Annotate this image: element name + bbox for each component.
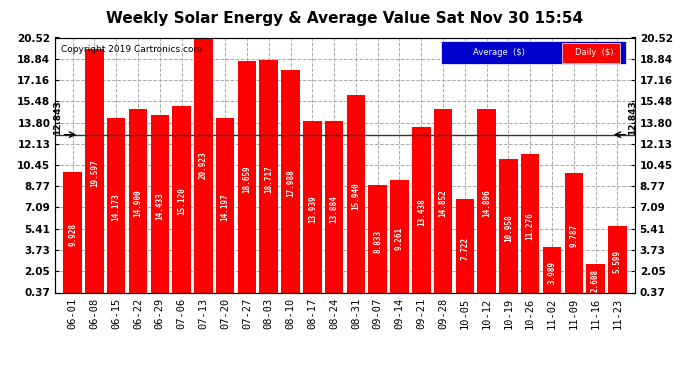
Bar	[499, 159, 518, 297]
Bar	[259, 60, 278, 297]
Bar	[194, 32, 213, 297]
Bar	[608, 226, 627, 297]
Text: 18.659: 18.659	[242, 165, 251, 193]
Text: 9.928: 9.928	[68, 223, 77, 246]
Text: 12.843: 12.843	[628, 100, 637, 135]
FancyBboxPatch shape	[441, 41, 626, 64]
Bar	[282, 69, 299, 297]
Text: 14.852: 14.852	[439, 189, 448, 217]
Bar	[521, 154, 540, 297]
Text: 18.717: 18.717	[264, 165, 273, 193]
Text: 5.599: 5.599	[613, 250, 622, 273]
Text: 12.843: 12.843	[53, 100, 62, 135]
Text: 2.608: 2.608	[591, 269, 600, 292]
Bar	[586, 264, 605, 297]
Text: 19.597: 19.597	[90, 159, 99, 187]
Bar	[434, 109, 453, 297]
Text: 13.438: 13.438	[417, 198, 426, 226]
Text: 20.923: 20.923	[199, 151, 208, 178]
Bar	[172, 106, 191, 297]
Text: 7.722: 7.722	[460, 237, 469, 260]
Bar	[129, 109, 147, 297]
Text: 14.197: 14.197	[221, 194, 230, 221]
Text: Copyright 2019 Cartronics.com: Copyright 2019 Cartronics.com	[61, 45, 202, 54]
Text: 11.276: 11.276	[526, 212, 535, 240]
Text: 10.958: 10.958	[504, 214, 513, 242]
Text: Average  ($): Average ($)	[473, 48, 524, 57]
Text: 13.939: 13.939	[308, 195, 317, 223]
Bar	[477, 109, 496, 297]
Bar	[412, 127, 431, 297]
Bar	[150, 114, 169, 297]
Bar	[455, 200, 474, 297]
Bar	[107, 118, 126, 297]
Text: 14.896: 14.896	[482, 189, 491, 217]
Text: 15.120: 15.120	[177, 188, 186, 215]
Text: 9.261: 9.261	[395, 227, 404, 250]
Text: 17.988: 17.988	[286, 170, 295, 197]
Bar	[303, 121, 322, 297]
Bar	[216, 117, 235, 297]
Bar	[346, 96, 365, 297]
Text: 3.989: 3.989	[547, 260, 557, 284]
Text: 9.787: 9.787	[569, 224, 578, 247]
Text: 15.940: 15.940	[351, 183, 360, 210]
Bar	[368, 185, 387, 297]
Text: 14.433: 14.433	[155, 192, 164, 220]
FancyBboxPatch shape	[562, 43, 620, 63]
Bar	[564, 173, 583, 297]
Bar	[237, 61, 256, 297]
Text: 8.833: 8.833	[373, 230, 382, 253]
Bar	[391, 180, 408, 297]
Text: 14.900: 14.900	[133, 189, 143, 217]
Text: 13.884: 13.884	[330, 195, 339, 223]
Text: Weekly Solar Energy & Average Value Sat Nov 30 15:54: Weekly Solar Energy & Average Value Sat …	[106, 11, 584, 26]
Bar	[543, 247, 561, 297]
Text: Daily  ($): Daily ($)	[575, 48, 613, 57]
Bar	[63, 171, 82, 297]
Bar	[85, 49, 104, 297]
Text: 14.173: 14.173	[112, 194, 121, 221]
Bar	[325, 122, 344, 297]
